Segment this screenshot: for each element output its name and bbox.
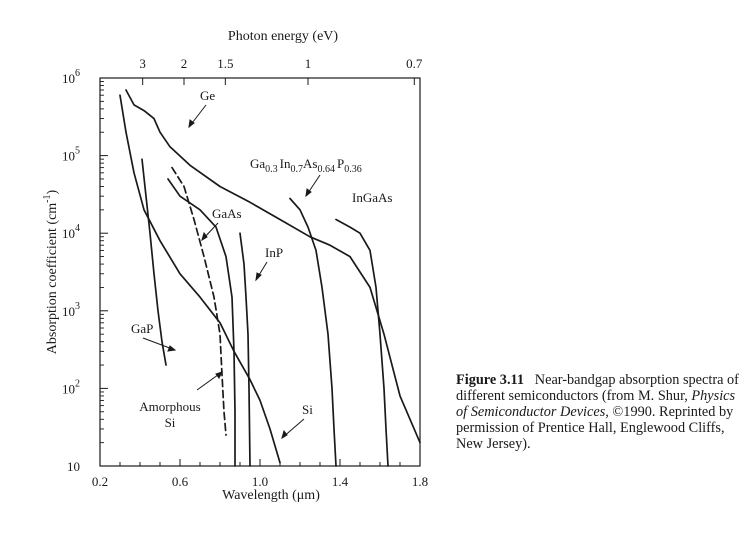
x-tick-label: 0.6 xyxy=(172,474,189,489)
label-quaternary: Ga0.3 In0.7As0.64 P0.36 xyxy=(250,156,362,175)
label-si: Si xyxy=(302,402,313,417)
y-tick-label: 10 xyxy=(67,459,80,474)
curve-ingaas xyxy=(335,218,389,467)
y-tick-label: 103 xyxy=(62,301,80,319)
top-tick-label: 1.5 xyxy=(217,56,233,71)
caption-figure-number: Figure 3.11 xyxy=(456,372,525,388)
leader-ge xyxy=(188,104,207,129)
label-inp: InP xyxy=(265,245,283,260)
leader-amorphous xyxy=(196,371,223,391)
leader-gaas xyxy=(201,222,219,242)
curve-gap xyxy=(141,158,167,366)
top-axis-title: Photon energy (eV) xyxy=(228,29,338,44)
y-tick-label: 105 xyxy=(62,146,80,164)
absorption-curves xyxy=(119,89,421,467)
leader-gap xyxy=(142,337,177,352)
label-ingaas: InGaAs xyxy=(352,190,392,205)
x-tick-label: 0.2 xyxy=(92,474,108,489)
y-axis-title: Absorption coefficient (cm-1) xyxy=(42,189,60,354)
figure-caption: Figure 3.11 Near-bandgap absorption spec… xyxy=(456,372,746,452)
x-tick-label: 1.0 xyxy=(252,474,268,489)
y-axis-title-close: ) xyxy=(45,189,60,194)
y-tick-label: 104 xyxy=(62,223,80,241)
curve-si xyxy=(119,94,281,464)
label-ge: Ge xyxy=(200,88,215,103)
label-gaas: GaAs xyxy=(212,206,242,221)
top-axis-ticks: 3 2 1.5 1 0.7 xyxy=(139,56,423,85)
caption-text-2: , ©1990. Reprinted by permission of Pren… xyxy=(456,404,734,452)
y-axis-ticks: 10 102 103 104 105 106 xyxy=(62,68,108,474)
x-axis-title: Wavelength (μm) xyxy=(222,488,320,503)
leader-si xyxy=(281,418,305,440)
leader-inp xyxy=(255,261,268,282)
x-axis-ticks: 0.2 0.6 1.0 1.4 1.8 xyxy=(92,459,428,489)
top-tick-label: 2 xyxy=(181,56,188,71)
curve-gaas xyxy=(167,178,236,467)
top-tick-label: 0.7 xyxy=(406,56,423,71)
y-axis-title-main: Absorption coefficient (cm xyxy=(45,203,60,354)
label-amorphous: Amorphous Si xyxy=(139,399,200,430)
top-tick-label: 3 xyxy=(139,56,146,71)
x-tick-label: 1.4 xyxy=(332,474,349,489)
caption-text-1: Near-bandgap absorption spectra of diffe… xyxy=(456,372,739,404)
caption-book-title: Physics of Semiconductor Devices xyxy=(456,388,736,420)
y-tick-label: 106 xyxy=(62,68,80,86)
curve-ga0-3in0-7as0-64p0-36 xyxy=(289,197,337,467)
y-tick-label: 102 xyxy=(62,378,80,396)
top-tick-label: 1 xyxy=(305,56,312,71)
y-axis-title-exp: -1 xyxy=(42,194,53,202)
x-tick-label: 1.8 xyxy=(412,474,428,489)
curve-ge xyxy=(125,89,421,444)
curve-inp xyxy=(239,232,251,467)
leader-quaternary xyxy=(305,174,321,198)
label-gap: GaP xyxy=(131,321,153,336)
curve-amorphous-si xyxy=(171,166,227,436)
